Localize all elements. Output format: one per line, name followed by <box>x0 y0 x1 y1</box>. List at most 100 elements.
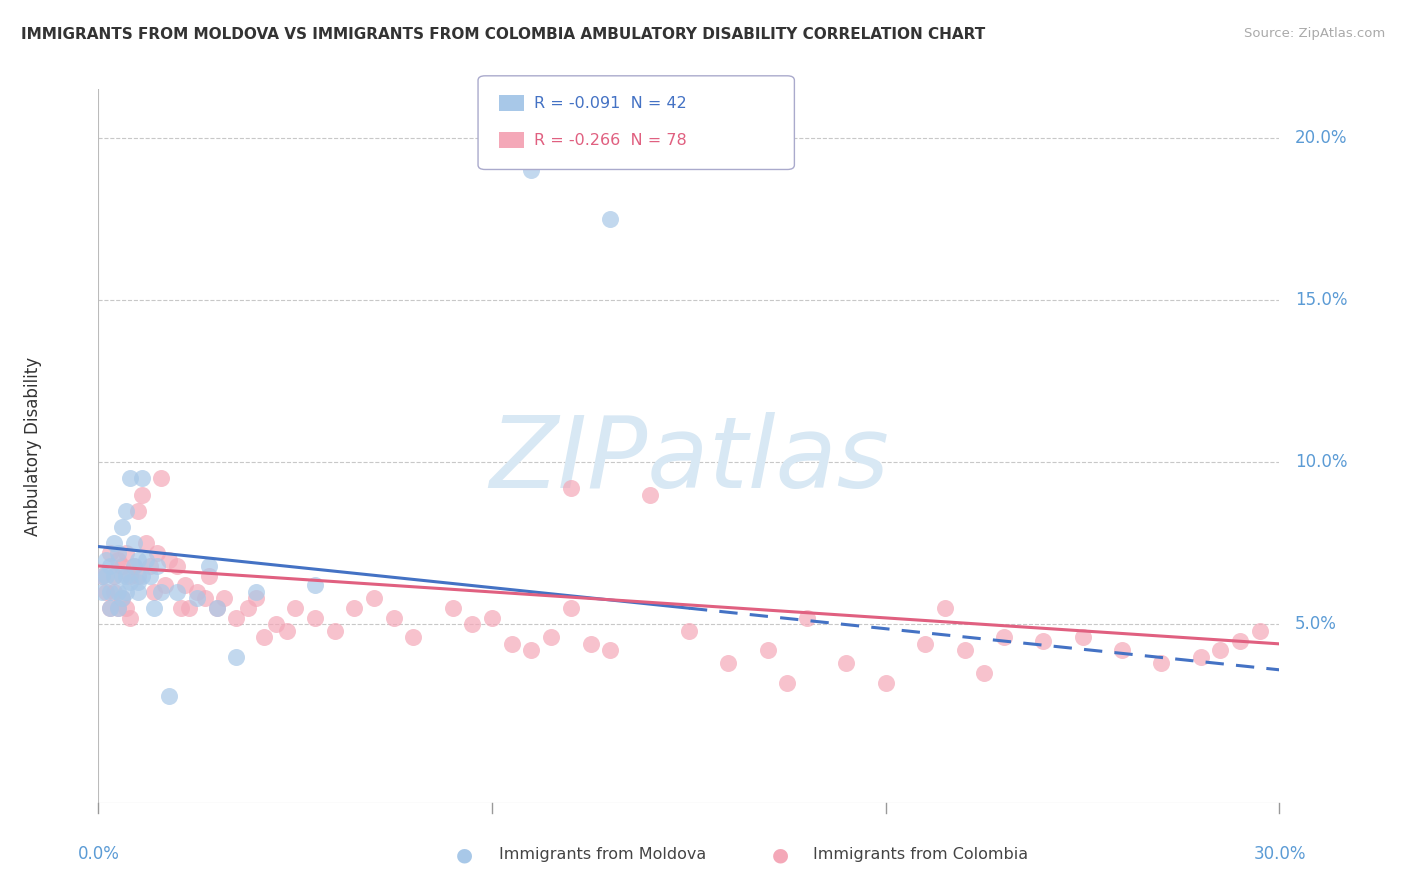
Point <box>96 568 118 582</box>
Point <box>98 559 121 574</box>
Point <box>98 601 121 615</box>
Point <box>225 611 247 625</box>
Point <box>194 591 217 606</box>
Point <box>264 617 287 632</box>
Point <box>155 578 177 592</box>
Point <box>135 536 157 550</box>
Point <box>343 601 366 615</box>
Point <box>993 631 1015 645</box>
Text: 30.0%: 30.0% <box>1253 845 1306 863</box>
Text: Immigrants from Moldova: Immigrants from Moldova <box>499 847 706 862</box>
Text: Ambulatory Disability: Ambulatory Disability <box>24 357 42 535</box>
Point <box>96 552 118 566</box>
Point <box>205 601 228 615</box>
Point <box>111 568 134 582</box>
Point <box>363 591 385 606</box>
Point <box>520 163 543 178</box>
Point <box>245 591 267 606</box>
Point <box>796 611 818 625</box>
Text: R = -0.266  N = 78: R = -0.266 N = 78 <box>534 133 688 148</box>
Text: 20.0%: 20.0% <box>1295 128 1348 147</box>
Point <box>138 559 160 574</box>
Point <box>560 601 582 615</box>
Point <box>1032 633 1054 648</box>
Point <box>225 649 247 664</box>
Point <box>186 585 208 599</box>
Point <box>835 657 858 671</box>
Point <box>107 552 129 566</box>
Point <box>98 546 121 560</box>
Point <box>276 624 298 638</box>
Point <box>678 624 700 638</box>
Point <box>103 536 125 550</box>
Text: 0.0%: 0.0% <box>77 845 120 863</box>
Point <box>1111 643 1133 657</box>
Text: ●: ● <box>456 845 472 864</box>
Point <box>142 601 165 615</box>
Point <box>1229 633 1251 648</box>
Point <box>135 552 157 566</box>
Point <box>973 666 995 681</box>
Point <box>122 559 145 574</box>
Point <box>96 585 118 599</box>
Point <box>103 568 125 582</box>
Point <box>118 471 141 485</box>
Point <box>236 601 259 615</box>
Point <box>122 559 145 574</box>
Point <box>115 585 138 599</box>
Point <box>98 601 121 615</box>
Point <box>304 611 326 625</box>
Point <box>115 601 138 615</box>
Point <box>146 546 169 560</box>
Point <box>111 520 134 534</box>
Text: ●: ● <box>772 845 789 864</box>
Point <box>540 631 562 645</box>
Point <box>166 559 188 574</box>
Point <box>127 585 149 599</box>
Point <box>560 481 582 495</box>
Point <box>157 689 180 703</box>
Point <box>599 643 621 657</box>
Point <box>599 211 621 226</box>
Text: Immigrants from Colombia: Immigrants from Colombia <box>813 847 1028 862</box>
Point <box>875 675 897 690</box>
Point <box>98 585 121 599</box>
Point <box>170 601 193 615</box>
Point <box>245 585 267 599</box>
Point <box>146 559 169 574</box>
Point <box>579 637 602 651</box>
Point <box>118 611 141 625</box>
Point <box>91 568 114 582</box>
Point <box>131 488 153 502</box>
Point <box>103 585 125 599</box>
Point <box>122 536 145 550</box>
Point <box>91 585 114 599</box>
Point <box>205 601 228 615</box>
Point <box>177 601 200 615</box>
Text: R = -0.091  N = 42: R = -0.091 N = 42 <box>534 95 688 111</box>
Point <box>638 488 661 502</box>
Point <box>197 568 219 582</box>
Point <box>284 601 307 615</box>
Point <box>914 637 936 651</box>
Point <box>776 675 799 690</box>
Point <box>304 578 326 592</box>
Text: Source: ZipAtlas.com: Source: ZipAtlas.com <box>1244 27 1385 40</box>
Point <box>441 601 464 615</box>
Point <box>107 546 129 560</box>
Point <box>115 568 138 582</box>
Point <box>1189 649 1212 664</box>
Point <box>1249 624 1271 638</box>
Point <box>118 568 141 582</box>
Point <box>138 568 160 582</box>
Point <box>107 585 129 599</box>
Point <box>717 657 740 671</box>
Point <box>382 611 405 625</box>
Point <box>520 643 543 657</box>
Point <box>1209 643 1232 657</box>
Point <box>115 504 138 518</box>
Point <box>1071 631 1094 645</box>
Point <box>481 611 503 625</box>
Text: 5.0%: 5.0% <box>1295 615 1337 633</box>
Point <box>323 624 346 638</box>
